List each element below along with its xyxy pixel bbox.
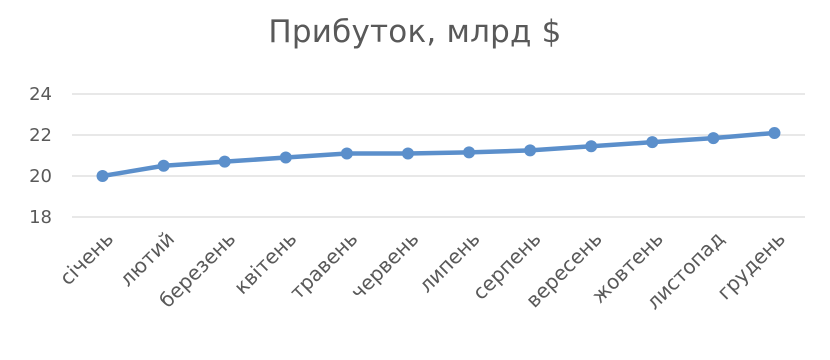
data-point: [463, 146, 476, 159]
data-point: [646, 136, 659, 149]
data-point: [401, 147, 414, 160]
data-point: [524, 144, 537, 157]
x-tick-label: грудень: [712, 227, 790, 305]
data-point: [707, 132, 720, 145]
data-point: [157, 159, 170, 172]
series-line: [100, 130, 777, 179]
x-tick-label: червень: [346, 227, 424, 305]
data-point: [768, 126, 781, 139]
y-tick-label: 22: [29, 125, 52, 146]
y-tick-label: 18: [29, 207, 52, 228]
y-tick-label: 24: [29, 84, 52, 105]
data-point: [585, 140, 598, 153]
y-tick-label: 20: [29, 166, 52, 187]
data-point: [96, 170, 109, 182]
x-tick-label: січень: [55, 227, 118, 290]
data-point: [279, 151, 292, 164]
data-point: [340, 147, 353, 160]
data-point: [218, 155, 231, 168]
chart-title: Прибуток, млрд $: [268, 14, 562, 50]
